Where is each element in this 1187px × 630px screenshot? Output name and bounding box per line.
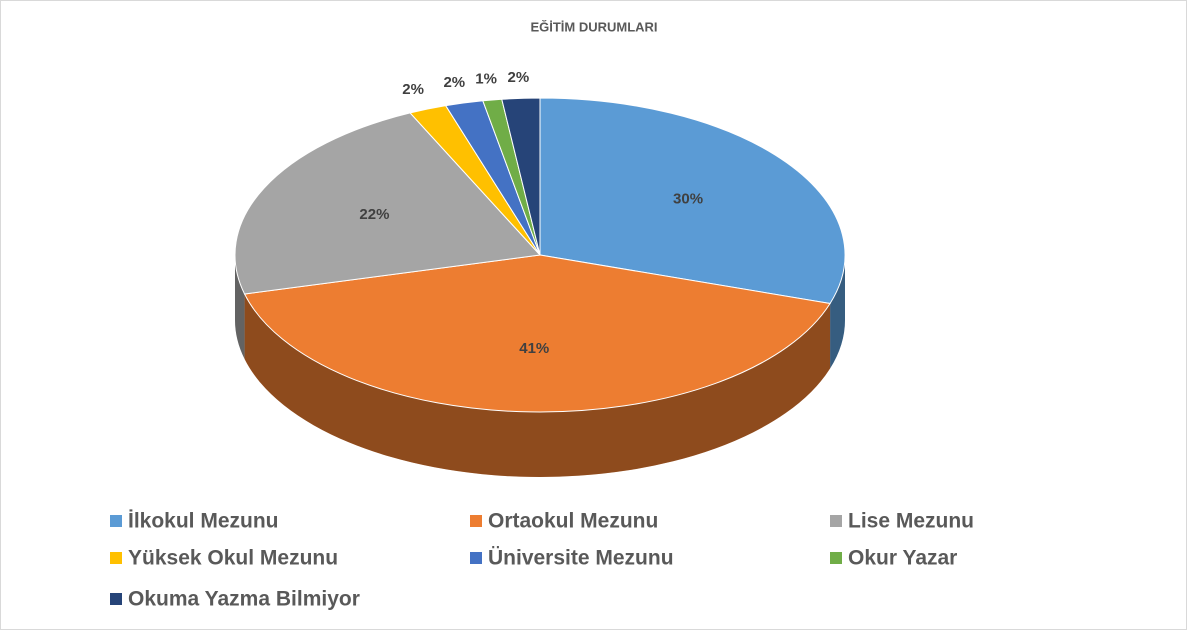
legend-label: Ortaokul Mezunu — [488, 510, 658, 533]
chart-title: EĞİTİM DURUMLARI — [530, 19, 657, 34]
legend-label: İlkokul Mezunu — [128, 510, 279, 533]
data-label: 1% — [475, 71, 497, 88]
legend-swatch — [470, 515, 482, 527]
slice-side-shade — [830, 255, 845, 369]
legend-swatch — [470, 552, 482, 564]
data-label: 41% — [519, 340, 549, 357]
slice-side-shade — [235, 255, 245, 360]
slice-side — [244, 294, 831, 477]
legend-swatch — [110, 552, 122, 564]
slice — [234, 112, 542, 295]
data-label: 2% — [402, 81, 424, 98]
legend-swatch — [830, 515, 842, 527]
data-label: 2% — [443, 74, 465, 91]
slice-side — [830, 255, 845, 369]
data-label: 22% — [359, 206, 389, 223]
legend-swatch — [110, 515, 122, 527]
slice — [539, 97, 846, 305]
slice-side-shade — [244, 294, 831, 477]
legend-label: Üniversite Mezunu — [488, 547, 674, 570]
legend-swatch — [830, 552, 842, 564]
data-label: 30% — [673, 191, 703, 208]
slice — [243, 254, 831, 413]
slice — [501, 97, 541, 256]
legend-label: Yüksek Okul Mezunu — [128, 547, 338, 570]
slice-side — [235, 255, 245, 360]
legend-label: Okur Yazar — [848, 547, 957, 570]
data-label: 2% — [508, 69, 530, 86]
legend-label: Okuma Yazma Bilmiyor — [128, 588, 360, 611]
legend-label: Lise Mezunu — [848, 510, 974, 533]
legend-swatch — [110, 593, 122, 605]
